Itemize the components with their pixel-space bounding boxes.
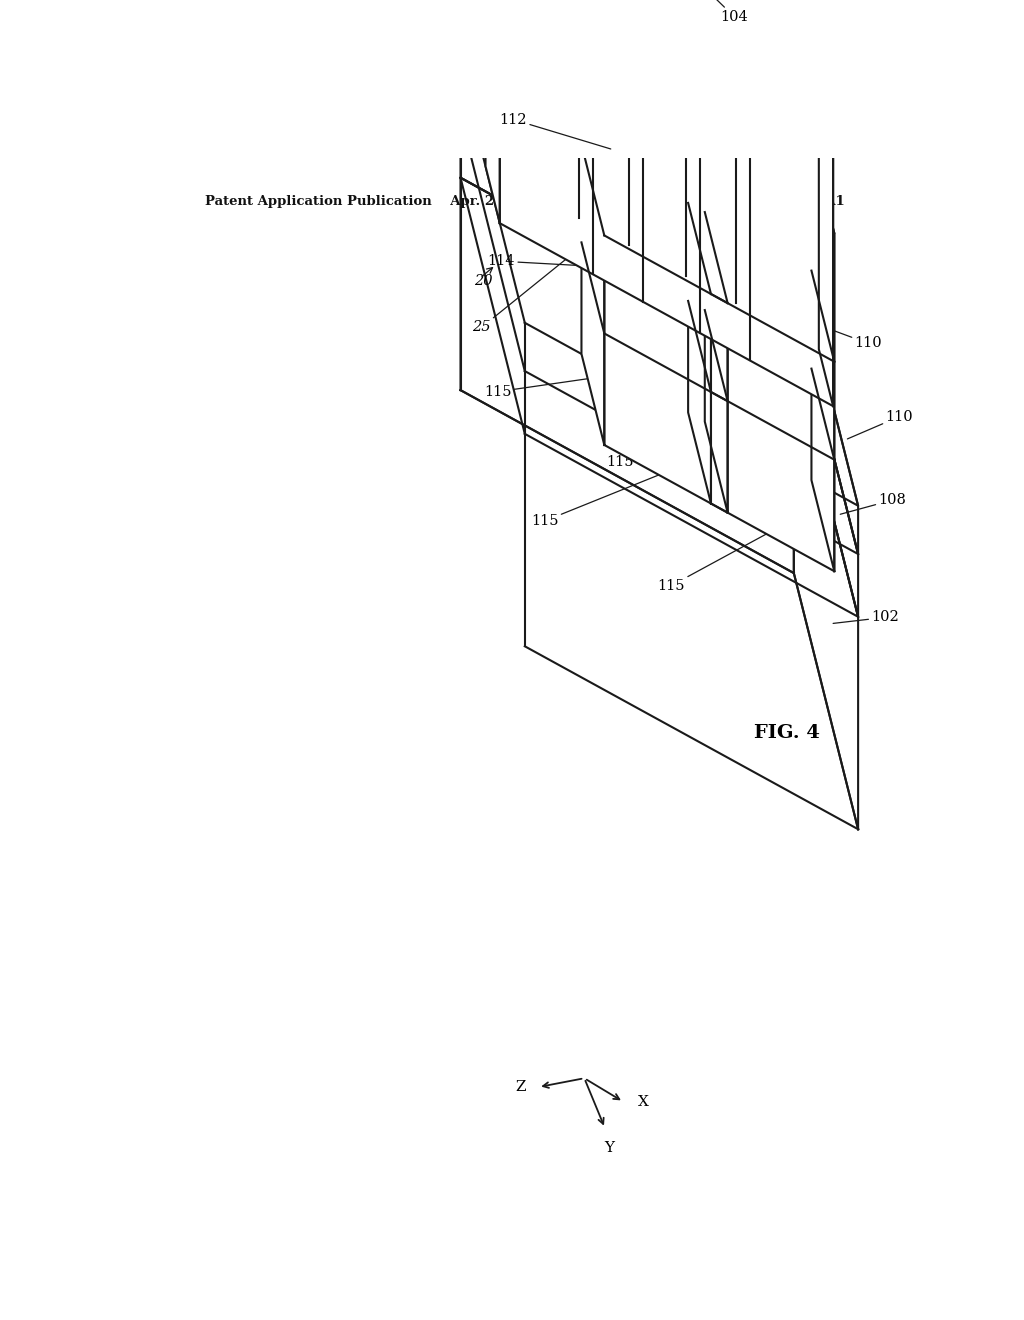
- Text: 20: 20: [474, 275, 493, 288]
- Polygon shape: [660, 0, 775, 121]
- Polygon shape: [495, 0, 617, 74]
- Polygon shape: [819, 0, 834, 407]
- Text: 114: 114: [610, 326, 718, 341]
- Text: 25: 25: [472, 244, 584, 334]
- Text: Z: Z: [515, 1080, 525, 1094]
- Polygon shape: [517, 0, 640, 165]
- Polygon shape: [554, 0, 618, 374]
- Polygon shape: [660, 0, 725, 433]
- Text: 114: 114: [487, 255, 610, 268]
- Polygon shape: [711, 165, 835, 572]
- Text: 15: 15: [595, 304, 691, 393]
- Text: A: A: [618, 308, 630, 322]
- Polygon shape: [724, 0, 748, 224]
- Text: 112: 112: [500, 112, 610, 149]
- Polygon shape: [461, 67, 858, 506]
- Text: Y: Y: [604, 1140, 614, 1155]
- Polygon shape: [794, 249, 858, 554]
- Polygon shape: [604, 107, 728, 512]
- Polygon shape: [688, 74, 835, 234]
- Text: 115: 115: [531, 473, 666, 528]
- Polygon shape: [617, 0, 640, 165]
- Polygon shape: [461, 115, 858, 554]
- Polygon shape: [794, 298, 858, 616]
- Text: FIG. 4: FIG. 4: [754, 723, 819, 742]
- Text: 115: 115: [606, 434, 718, 470]
- Polygon shape: [461, 178, 794, 573]
- Polygon shape: [794, 360, 858, 829]
- Polygon shape: [601, 0, 724, 133]
- Polygon shape: [582, 16, 728, 174]
- Text: 115: 115: [657, 531, 773, 593]
- Polygon shape: [811, 143, 835, 572]
- Text: 102: 102: [834, 610, 899, 624]
- Polygon shape: [725, 95, 775, 459]
- Polygon shape: [618, 36, 668, 401]
- Polygon shape: [582, 16, 604, 445]
- Polygon shape: [711, 0, 775, 459]
- Polygon shape: [461, 115, 794, 360]
- Text: Patent Application Publication    Apr. 21, 2016  Sheet 7 of 12       US 2016/011: Patent Application Publication Apr. 21, …: [205, 194, 845, 207]
- Polygon shape: [688, 74, 711, 503]
- Text: X: X: [638, 1094, 648, 1109]
- Polygon shape: [705, 83, 728, 512]
- Polygon shape: [624, 0, 748, 224]
- Text: 104: 104: [624, 162, 655, 227]
- Polygon shape: [461, 178, 858, 616]
- Text: 112: 112: [623, 186, 718, 207]
- Text: 104: 104: [696, 0, 749, 24]
- Polygon shape: [485, 0, 500, 223]
- Polygon shape: [500, 0, 834, 407]
- Polygon shape: [461, 67, 794, 298]
- Text: 115: 115: [483, 375, 610, 399]
- Polygon shape: [554, 0, 668, 63]
- Polygon shape: [604, 0, 668, 401]
- Text: 108: 108: [841, 494, 906, 515]
- Text: 110: 110: [819, 325, 882, 350]
- Text: 110: 110: [848, 409, 913, 440]
